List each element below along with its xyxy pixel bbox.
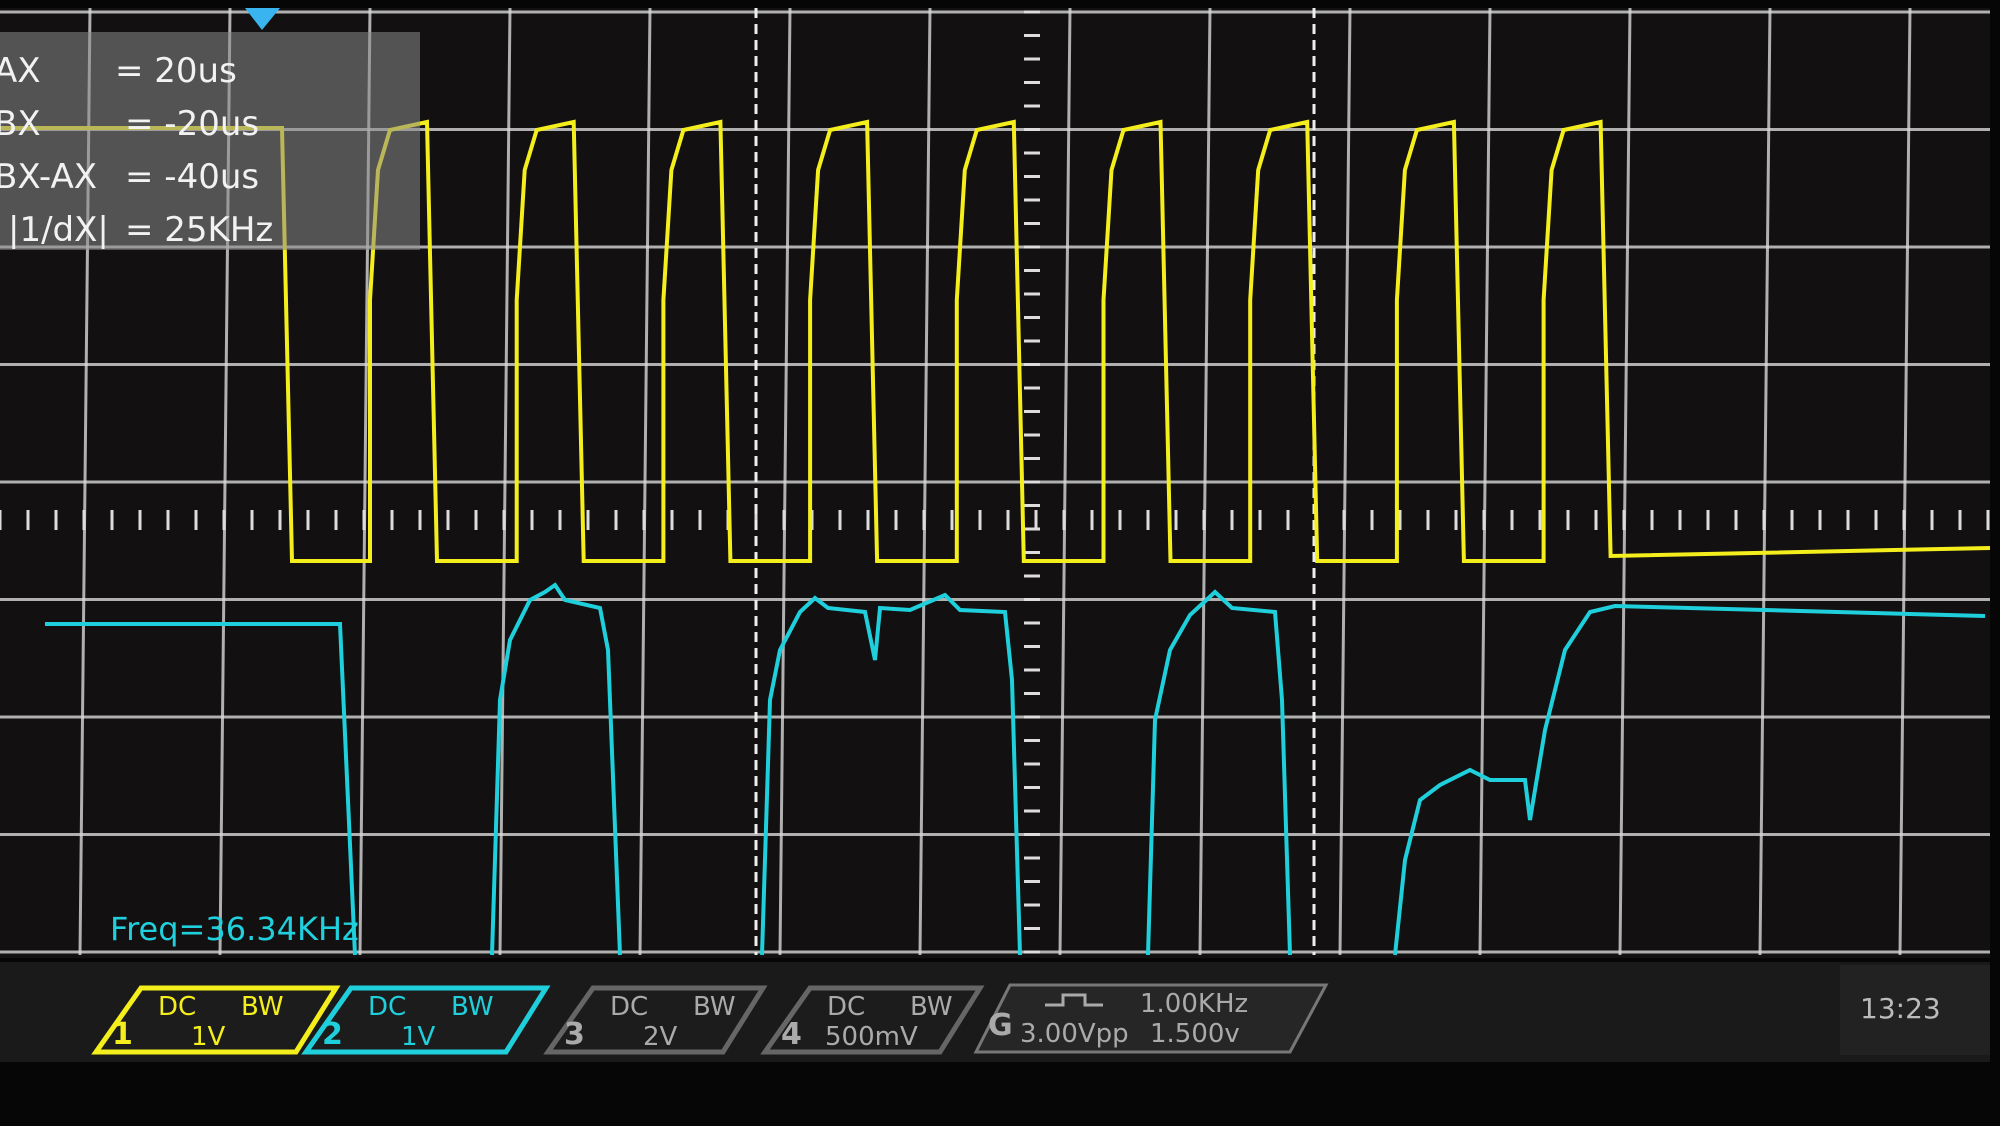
generator-frequency: 1.00KHz [1140,989,1248,1019]
generator-label: G [988,1008,1013,1043]
channel-number: 4 [781,1017,802,1052]
channel-coupling: DC [827,992,865,1022]
channel-coupling: DC [368,992,406,1022]
channel-2-trace [45,582,1986,956]
square-wave-icon [1045,993,1103,1007]
channel-bandwidth: BW [693,992,736,1022]
clock-box [1840,965,1990,1055]
generator-offset: 1.500v [1150,1019,1240,1049]
cursor-label: |1/dX| [8,210,109,250]
cursor-value: = -40us [125,157,259,197]
clock: 13:23 [1860,992,1941,1025]
channel-scale: 1V [401,1022,436,1052]
channel-coupling: DC [158,992,196,1022]
frequency-measurement: Freq=36.34KHz [110,910,359,948]
cursor-readout: AX = 20us BX = -20us BX-AX = -40us |1/dX| = 25K… [0,51,273,250]
channel-number: 1 [112,1017,133,1052]
cursor-label: AX [0,51,41,91]
channel-scale: 500mV [825,1022,918,1052]
channel-bandwidth: BW [910,992,953,1022]
cursor-label: BX-AX [0,157,97,197]
graticule [0,7,1990,956]
channel-box [91,985,341,1055]
cursor-readout-panel [0,32,420,250]
channel-number: 2 [322,1017,343,1052]
channel-bandwidth: BW [241,992,284,1022]
generator-settings: G 1.00KHz 3.00Vpp 1.500v [973,983,1329,1054]
channel-coupling: DC [610,992,648,1022]
generator-amplitude: 3.00Vpp [1020,1019,1129,1049]
channel-box [543,985,768,1055]
cursor-value: = 20us [115,51,237,91]
trigger-position-marker [245,8,280,30]
channel-scale: 1V [191,1022,226,1052]
channel-box [301,985,551,1055]
channel-number: 3 [564,1017,585,1052]
channel-1-trace [0,119,1991,563]
cursor-value: = 25KHz [125,210,273,250]
cursor-label: BX [0,104,41,144]
cursor-value: = -20us [125,104,259,144]
channel-box [760,985,985,1055]
channel-scale: 2V [643,1022,678,1052]
channel-bandwidth: BW [451,992,494,1022]
